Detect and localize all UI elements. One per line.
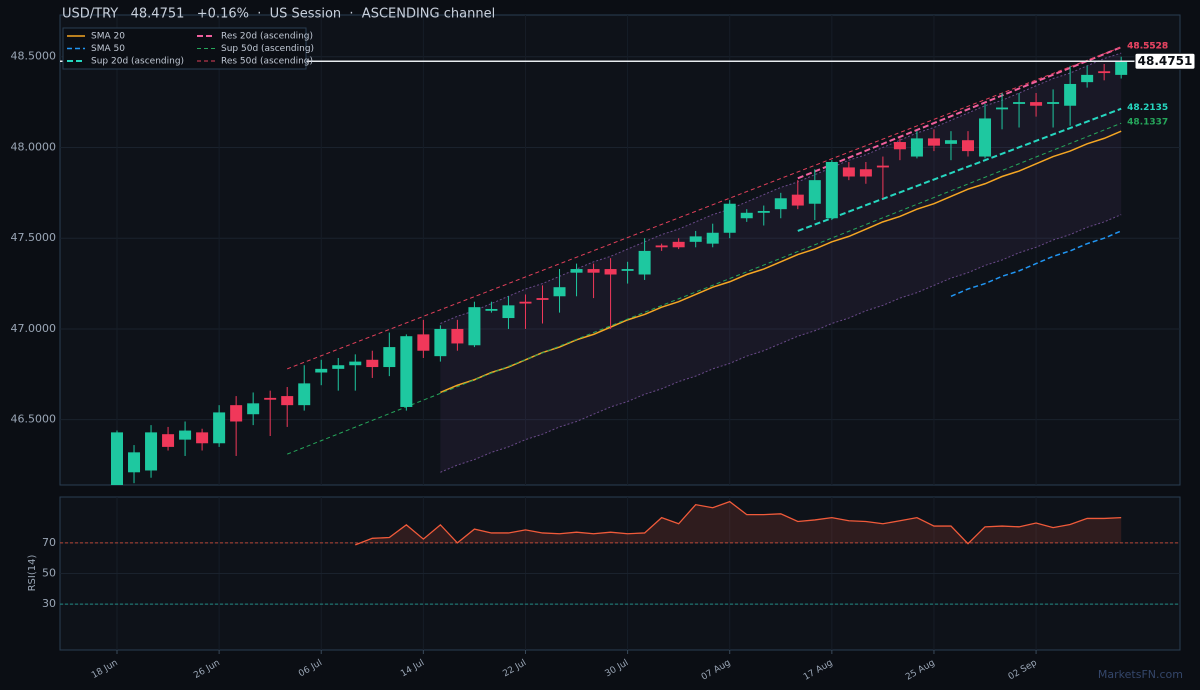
price-panel — [59, 14, 1181, 486]
candle-body — [859, 169, 872, 177]
candle-body — [451, 328, 464, 344]
candle-body — [1030, 102, 1043, 106]
chart-title: USD/TRY 48.4751 +0.16% · US Session · AS… — [62, 7, 495, 22]
y-tick-label: 48.5000 — [11, 50, 57, 63]
candle-body — [876, 165, 889, 168]
candle-body — [366, 359, 379, 368]
candle-body — [791, 194, 804, 206]
candle-body — [553, 287, 566, 297]
candle-body — [264, 397, 277, 400]
candle-body — [434, 328, 447, 357]
candle-body — [774, 198, 787, 210]
candle-body — [979, 118, 992, 157]
candle-body — [1098, 71, 1111, 74]
candle-body — [519, 301, 532, 304]
candle-body — [757, 210, 770, 213]
last-price-label: 48.4751 — [1138, 54, 1193, 68]
candle-body — [621, 269, 634, 271]
candle-body — [587, 269, 600, 273]
candle-body — [230, 405, 243, 422]
candle-body — [944, 140, 957, 144]
band-line — [440, 214, 1122, 473]
candle-body — [808, 180, 821, 204]
candle-body — [247, 403, 260, 415]
legend-label: Res 50d (ascending) — [221, 57, 313, 67]
end-label: 48.5528 — [1127, 42, 1168, 52]
rsi-area — [360, 501, 1122, 543]
y-tick-label: 47.0000 — [11, 322, 57, 335]
candle-body — [638, 250, 651, 275]
indicator-line — [797, 107, 1122, 232]
y-tick-label: 48.0000 — [11, 140, 57, 153]
last-price-box — [1134, 52, 1196, 70]
y-tick-label: 46.5000 — [11, 413, 57, 426]
legend-label: Sup 20d (ascending) — [91, 57, 184, 67]
candle-body — [315, 368, 328, 373]
candle-body — [1081, 74, 1094, 83]
candle-body — [1047, 102, 1060, 104]
candle-body — [1115, 61, 1128, 75]
candle-body — [689, 236, 702, 242]
candle-body — [672, 241, 685, 248]
candle-body — [655, 245, 668, 248]
candle-body — [996, 107, 1009, 110]
y-tick-label: 50 — [42, 567, 56, 580]
rsi-line — [355, 500, 1122, 546]
candle-body — [740, 212, 753, 219]
legend-label: Res 20d (ascending) — [221, 32, 313, 42]
candle-body — [196, 432, 209, 444]
candle-body — [604, 269, 617, 275]
candle-body — [485, 308, 498, 311]
candle-body — [536, 298, 549, 300]
watermark: MarketsFN.com — [1098, 668, 1183, 681]
legend-box — [62, 27, 307, 70]
y-axis-label: RSI(14) — [27, 555, 38, 592]
end-label: 48.2135 — [1127, 103, 1168, 113]
indicator-line — [287, 46, 1122, 370]
candle-body — [1064, 83, 1077, 106]
indicator-line — [440, 130, 1122, 394]
candle-body — [213, 412, 226, 444]
indicator-line — [950, 230, 1122, 297]
candle-body — [281, 396, 294, 406]
candle-body — [468, 307, 481, 346]
candle-body — [162, 434, 175, 447]
candle-body — [349, 361, 362, 366]
candle-body — [893, 142, 906, 150]
indicator-line — [797, 46, 1122, 180]
candle-body — [825, 161, 838, 219]
y-tick-label: 30 — [42, 597, 56, 610]
candle-body — [927, 138, 940, 146]
end-label: 48.1337 — [1127, 118, 1168, 128]
candle-body — [842, 167, 855, 177]
candle-body — [570, 269, 583, 273]
candle-body — [400, 336, 413, 407]
candle-body — [502, 305, 515, 319]
legend-label: Sup 50d (ascending) — [221, 44, 314, 54]
y-tick-label: 70 — [42, 536, 56, 549]
candle-body — [298, 383, 311, 406]
candle-body — [179, 430, 192, 440]
y-tick-label: 47.5000 — [11, 231, 57, 244]
candle-body — [1013, 102, 1026, 104]
end-label: 48.5528 — [1127, 42, 1168, 52]
legend-label: SMA 20 — [91, 32, 125, 42]
candle-body — [111, 432, 123, 485]
candle-body — [332, 365, 345, 369]
candle-body — [145, 432, 158, 471]
candle-body — [383, 347, 396, 368]
candle-body — [723, 203, 736, 233]
candle-body — [962, 140, 974, 152]
legend-label: SMA 50 — [91, 44, 125, 54]
candle-body — [706, 232, 719, 244]
candle-body — [417, 334, 430, 351]
candle-body — [910, 138, 923, 157]
candle-body — [128, 452, 141, 473]
indicator-line — [287, 122, 1122, 455]
